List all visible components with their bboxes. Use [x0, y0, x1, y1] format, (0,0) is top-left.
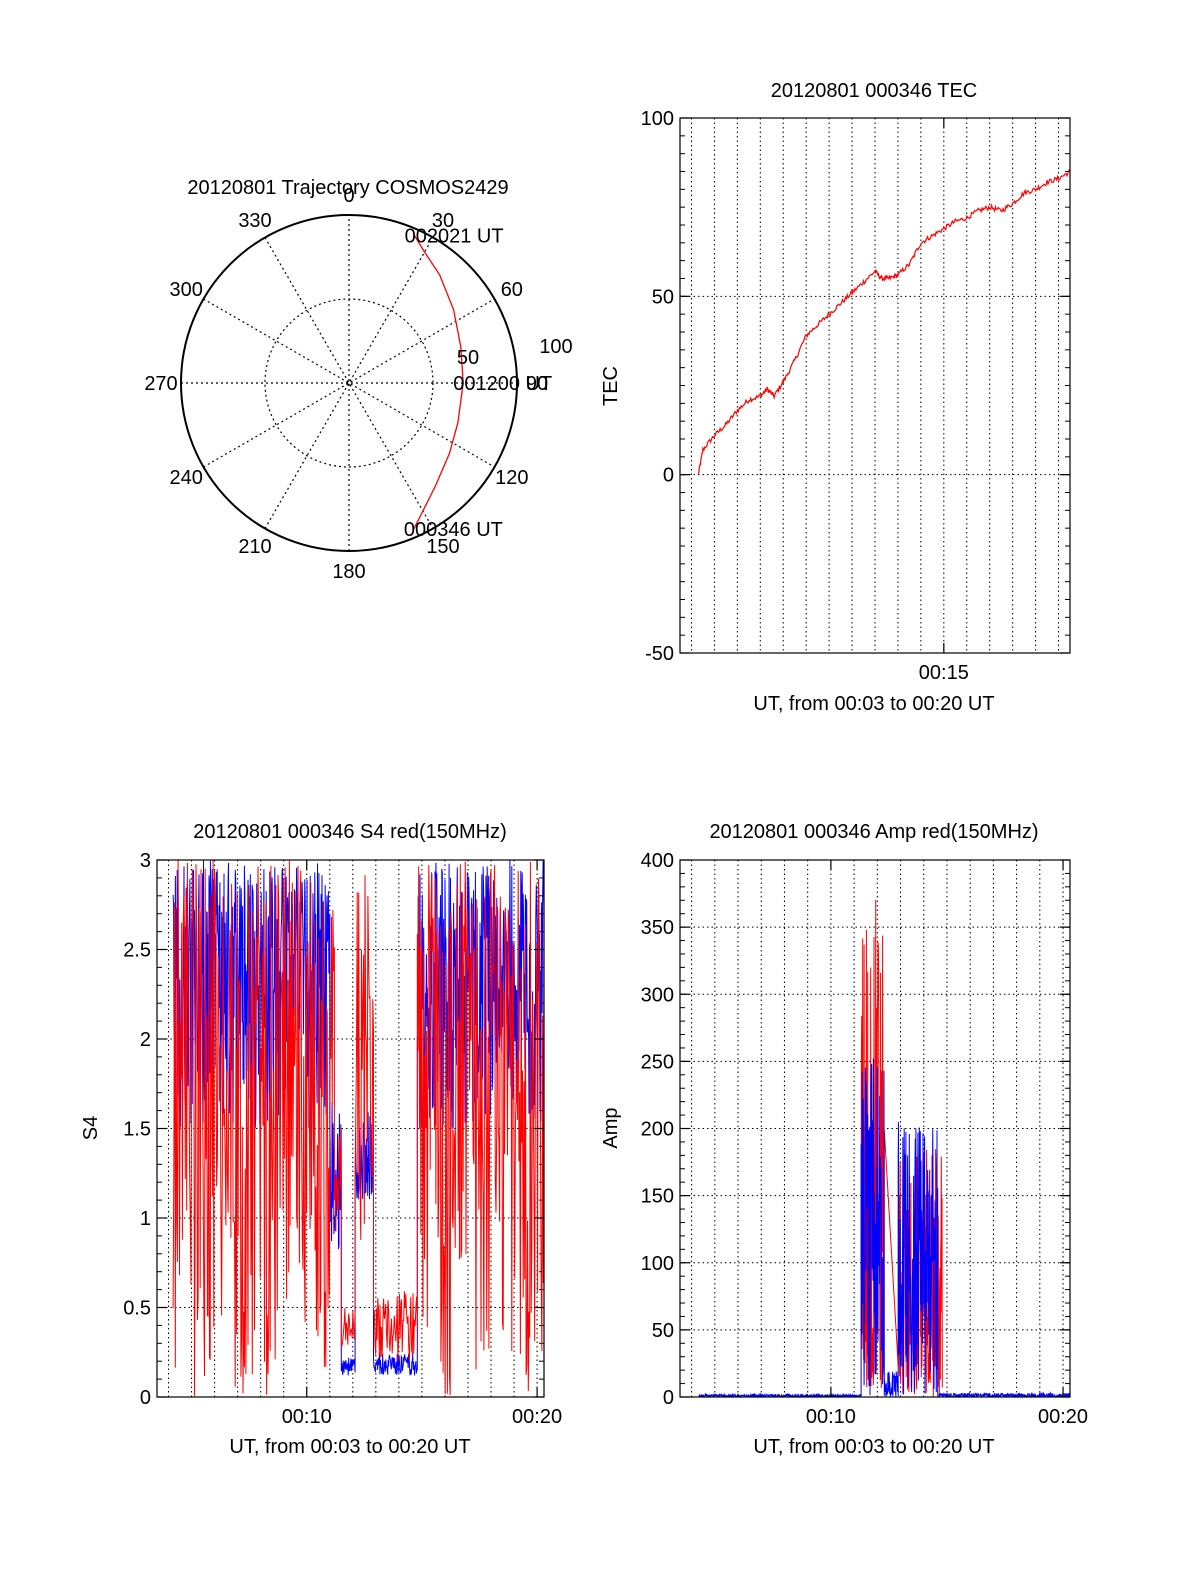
- trajectory-outer-circle: [180, 214, 518, 552]
- trajectory-radial-tick-label: 50: [457, 347, 479, 369]
- trajectory-azimuth-tick-label: 150: [426, 536, 459, 558]
- s4-ytick-label: 2: [140, 1029, 151, 1051]
- trajectory-panel: 20120801 Trajectory COSMOS2429 0 30 60 90 12…: [144, 177, 572, 583]
- trajectory-title: 20120801 Trajectory COSMOS2429: [187, 177, 508, 199]
- trajectory-azimuth-tick-label: 180: [332, 561, 365, 583]
- s4-ytick-label: 0.5: [123, 1298, 151, 1320]
- trajectory-radial-tick-label: 100: [539, 336, 572, 358]
- tec-title: 20120801 000346 TEC: [771, 80, 977, 102]
- s4-y-axis-label: S4: [80, 1116, 102, 1140]
- amp-ytick-label: 0: [663, 1387, 674, 1409]
- tec-x-axis-label: UT, from 00:03 to 00:20 UT: [753, 693, 994, 715]
- trajectory-azimuth-tick-label: 120: [495, 467, 528, 489]
- trajectory-azimuth-tick-label: 90: [526, 373, 548, 395]
- s4-panel: 20120801 000346 S4 red(150MHz) UT, from …: [80, 821, 562, 1458]
- tec-ytick-label: -50: [645, 643, 674, 665]
- tec-gridlines: [680, 117, 1070, 654]
- amp-ytick-label: 150: [641, 1186, 674, 1208]
- tec-xtick-label: 00:15: [919, 662, 969, 684]
- amp-ytick-label: 400: [641, 850, 674, 872]
- trajectory-grid-spoke: [203, 298, 495, 468]
- trajectory-time-annotation: 002021 UT: [405, 226, 504, 248]
- trajectory-grid-spoke: [203, 298, 495, 468]
- trajectory-grid: [181, 215, 517, 551]
- amp-series-blue: [698, 1058, 1070, 1397]
- s4-xtick-label: 00:10: [282, 1406, 332, 1428]
- amp-panel: 20120801 000346 Amp red(150MHz) UT, from…: [600, 821, 1088, 1458]
- s4-series-blue: [172, 860, 544, 1376]
- tec-plot-area: -50 0 50 100 00:15: [641, 108, 1071, 684]
- s4-title: 20120801 000346 S4 red(150MHz): [193, 821, 507, 843]
- trajectory-grid-spoke: [264, 237, 434, 529]
- s4-xtick-label: 00:20: [512, 1406, 562, 1428]
- tec-y-axis-label: TEC: [600, 366, 622, 406]
- amp-ytick-label: 50: [652, 1320, 674, 1342]
- s4-ytick-label: 0: [140, 1387, 151, 1409]
- tec-ytick-label: 100: [641, 108, 674, 130]
- s4-series-group: [172, 860, 544, 1396]
- trajectory-labels: 0 30 60 90 120 150 180 210 240 270 300 330 50 100 0020…: [144, 185, 572, 583]
- tec-ytick-label: 0: [663, 465, 674, 487]
- amp-x-axis-label: UT, from 00:03 to 00:20 UT: [753, 1436, 994, 1458]
- amp-xtick-label: 00:20: [1038, 1406, 1088, 1428]
- s4-ytick-label: 1.5: [123, 1119, 151, 1141]
- trajectory-azimuth-tick-label: 300: [169, 279, 202, 301]
- s4-ytick-label: 2.5: [123, 940, 151, 962]
- trajectory-azimuth-tick-label: 60: [501, 279, 523, 301]
- amp-ytick-label: 350: [641, 917, 674, 939]
- trajectory-azimuth-tick-label: 210: [238, 536, 271, 558]
- s4-series-red: [172, 860, 544, 1396]
- tec-axes-frame: [679, 117, 1071, 654]
- trajectory-azimuth-tick-label: 330: [238, 210, 271, 232]
- trajectory-azimuth-tick-label: 270: [144, 373, 177, 395]
- amp-plot-area: 0 50 100 150 200 250 300 350 400 00:10 00:20: [641, 850, 1088, 1428]
- trajectory-grid-spoke: [264, 237, 434, 529]
- s4-ytick-label: 1: [140, 1208, 151, 1230]
- amp-ytick-label: 200: [641, 1119, 674, 1141]
- trajectory-time-annotation: 001200 UT: [453, 373, 552, 395]
- amp-y-axis-label: Amp: [600, 1107, 622, 1148]
- trajectory-azimuth-tick-label: 0: [343, 185, 354, 207]
- trajectory-series: [413, 235, 464, 530]
- amp-title: 20120801 000346 Amp red(150MHz): [709, 821, 1038, 843]
- s4-x-axis-label: UT, from 00:03 to 00:20 UT: [229, 1436, 470, 1458]
- trajectory-azimuth-tick-label: 30: [432, 210, 454, 232]
- s4-plot-area: 0 0.5 1 1.5 2 2.5 3 00:10 00:20: [123, 850, 562, 1428]
- amp-ytick-label: 250: [641, 1051, 674, 1073]
- tec-panel: 20120801 000346 TEC UT, from 00:03 to 00…: [600, 80, 1071, 715]
- trajectory-path: [413, 235, 464, 530]
- tec-ytick-label: 50: [652, 286, 674, 308]
- s4-ytick-label: 3: [140, 850, 151, 872]
- amp-ytick-label: 100: [641, 1253, 674, 1275]
- amp-series-group: [698, 899, 1070, 1397]
- trajectory-time-annotation: 000346 UT: [404, 519, 503, 541]
- trajectory-azimuth-tick-label: 240: [169, 467, 202, 489]
- tec-series-line: [697, 169, 1071, 475]
- amp-xtick-label: 00:10: [806, 1406, 856, 1428]
- amp-ytick-label: 300: [641, 984, 674, 1006]
